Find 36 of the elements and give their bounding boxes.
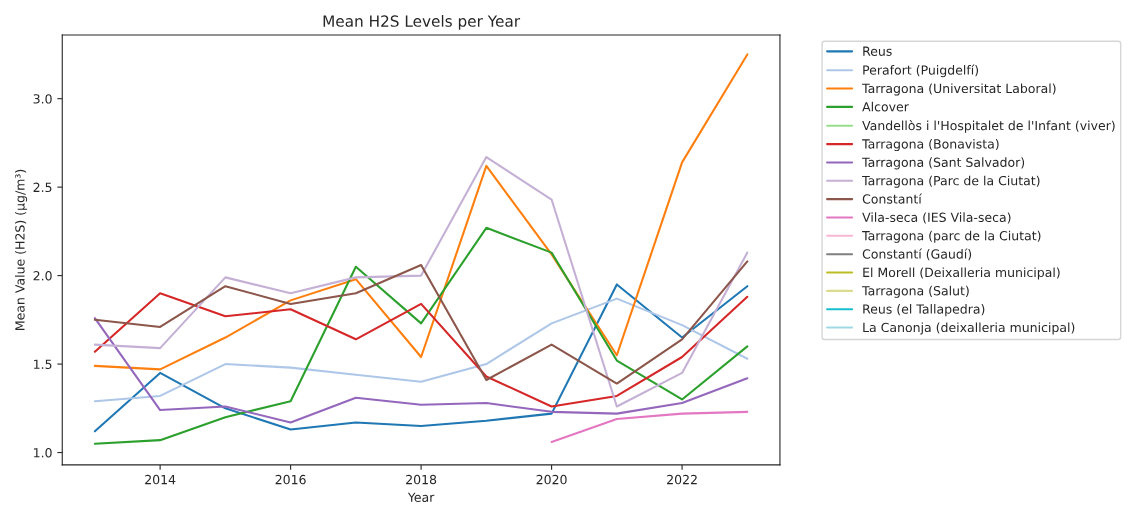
- y-axis-title: Mean Value (H2S) (µg/m³): [15, 169, 28, 330]
- x-axis-title: Year: [407, 492, 435, 502]
- line-series: [93, 283, 749, 433]
- legend-label: Tarragona (Sant Salvador): [862, 157, 1025, 170]
- y-tick-label: 3.0: [33, 94, 52, 104]
- line-series: [93, 226, 749, 445]
- y-tick-label: 1.0: [34, 448, 52, 458]
- y-tick-label: 2.0: [33, 271, 52, 281]
- line-series: [93, 53, 749, 371]
- line-series: [93, 156, 749, 408]
- x-tick-label: 2014: [145, 474, 176, 485]
- line-series: [550, 410, 749, 443]
- legend-label: Tarragona (Bonavista): [862, 138, 999, 152]
- chart-title: Mean H2S Levels per Year: [323, 15, 521, 30]
- legend-label: Perafort (Puigdelfí): [863, 64, 979, 78]
- legend-label: Reus: [863, 46, 892, 56]
- x-tick-label: 2022: [667, 474, 697, 485]
- x-tick-label: 2016: [275, 474, 306, 485]
- line-series: [93, 260, 749, 385]
- legend-label: Tarragona (Parc de la Ciutat): [862, 175, 1040, 188]
- legend-label: Constantí (Gaudí): [862, 248, 972, 261]
- legend-label: Alcover: [862, 101, 909, 112]
- legend-label: Reus (el Tallapedra): [863, 304, 985, 317]
- legend-label: La Canonja (deixalleria municipal): [863, 322, 1075, 335]
- line-series: [93, 317, 749, 424]
- legend-label: Tarragona (Universitat Laboral): [862, 83, 1056, 96]
- y-tick-label: 2.5: [33, 182, 52, 193]
- legend-label: Vila-seca (IES Vila-seca): [862, 212, 1011, 224]
- legend-label: Tarragona (parc de la Ciutat): [862, 230, 1041, 243]
- legend-label: Tarragona (Salut): [862, 285, 969, 298]
- y-tick-label: 1.5: [34, 359, 52, 369]
- legend-label: Constantí: [862, 193, 923, 204]
- x-tick-label: 2018: [406, 474, 437, 485]
- legend-label: El Morell (Deixalleria municipal): [863, 267, 1060, 280]
- x-tick-label: 2020: [536, 474, 567, 485]
- legend-label: Vandellòs i l'Hospitalet de l'Infant (viver): [862, 120, 1115, 133]
